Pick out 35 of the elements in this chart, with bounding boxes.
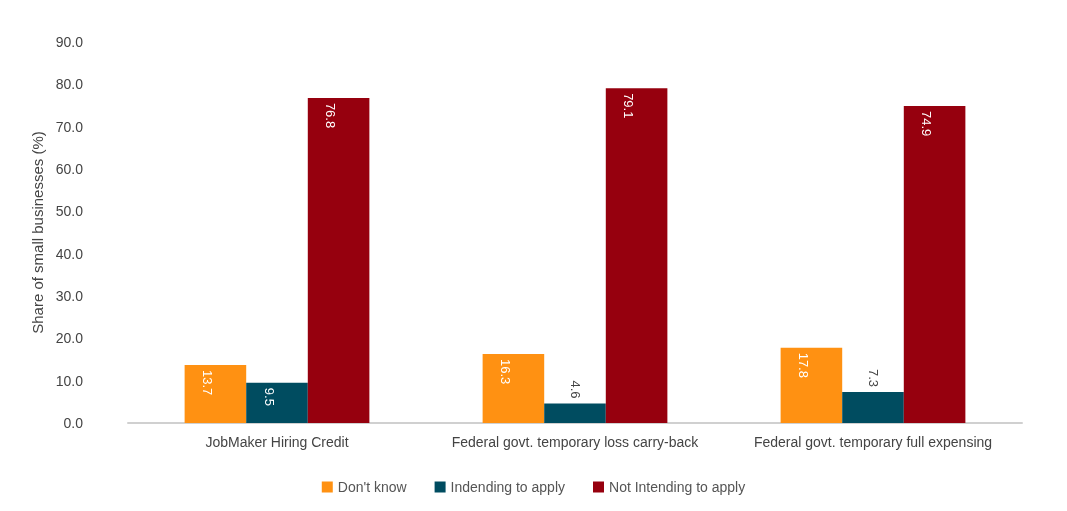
- y-tick-label: 60.0: [55, 161, 84, 177]
- x-tick-label: Federal govt. temporary loss carry-back: [451, 434, 700, 450]
- data-label: 16.3: [497, 359, 513, 385]
- y-axis-title: Share of small businesses (%): [28, 131, 46, 334]
- bar: [780, 347, 843, 423]
- x-tick-label: JobMaker Hiring Credit: [205, 434, 349, 450]
- y-tick-label: 80.0: [55, 76, 84, 93]
- data-label: 74.9: [919, 110, 935, 137]
- bar: [903, 105, 966, 423]
- bar: [605, 88, 668, 423]
- y-tick-label: 50.0: [55, 203, 84, 220]
- y-tick-label: 30.0: [55, 288, 84, 304]
- legend-label: Not Intending to apply: [609, 479, 746, 495]
- legend-label: Don't know: [337, 479, 408, 495]
- y-tick-label: 40.0: [55, 245, 84, 262]
- data-label: 79.1: [621, 93, 637, 119]
- y-tick-label: 0.0: [63, 415, 84, 431]
- y-tick-label: 90.0: [55, 34, 84, 50]
- bar: [246, 382, 308, 423]
- data-label: 17.8: [795, 352, 811, 378]
- legend-label: Indending to apply: [450, 479, 566, 495]
- data-label: 7.3: [865, 369, 881, 388]
- data-label: 76.8: [323, 102, 339, 129]
- y-tick-label: 20.0: [55, 330, 84, 347]
- data-label: 13.7: [199, 370, 215, 396]
- bar: [482, 354, 545, 423]
- bar: [842, 392, 904, 423]
- data-label: 9.5: [261, 387, 277, 406]
- bar: [544, 403, 606, 423]
- y-tick-label: 70.0: [55, 118, 84, 135]
- bar: [307, 97, 370, 423]
- bar: [184, 365, 247, 423]
- data-label: 4.6: [567, 380, 583, 399]
- y-tick-label: 10.0: [55, 372, 84, 389]
- x-tick-label: Federal govt. temporary full expensing: [753, 434, 993, 450]
